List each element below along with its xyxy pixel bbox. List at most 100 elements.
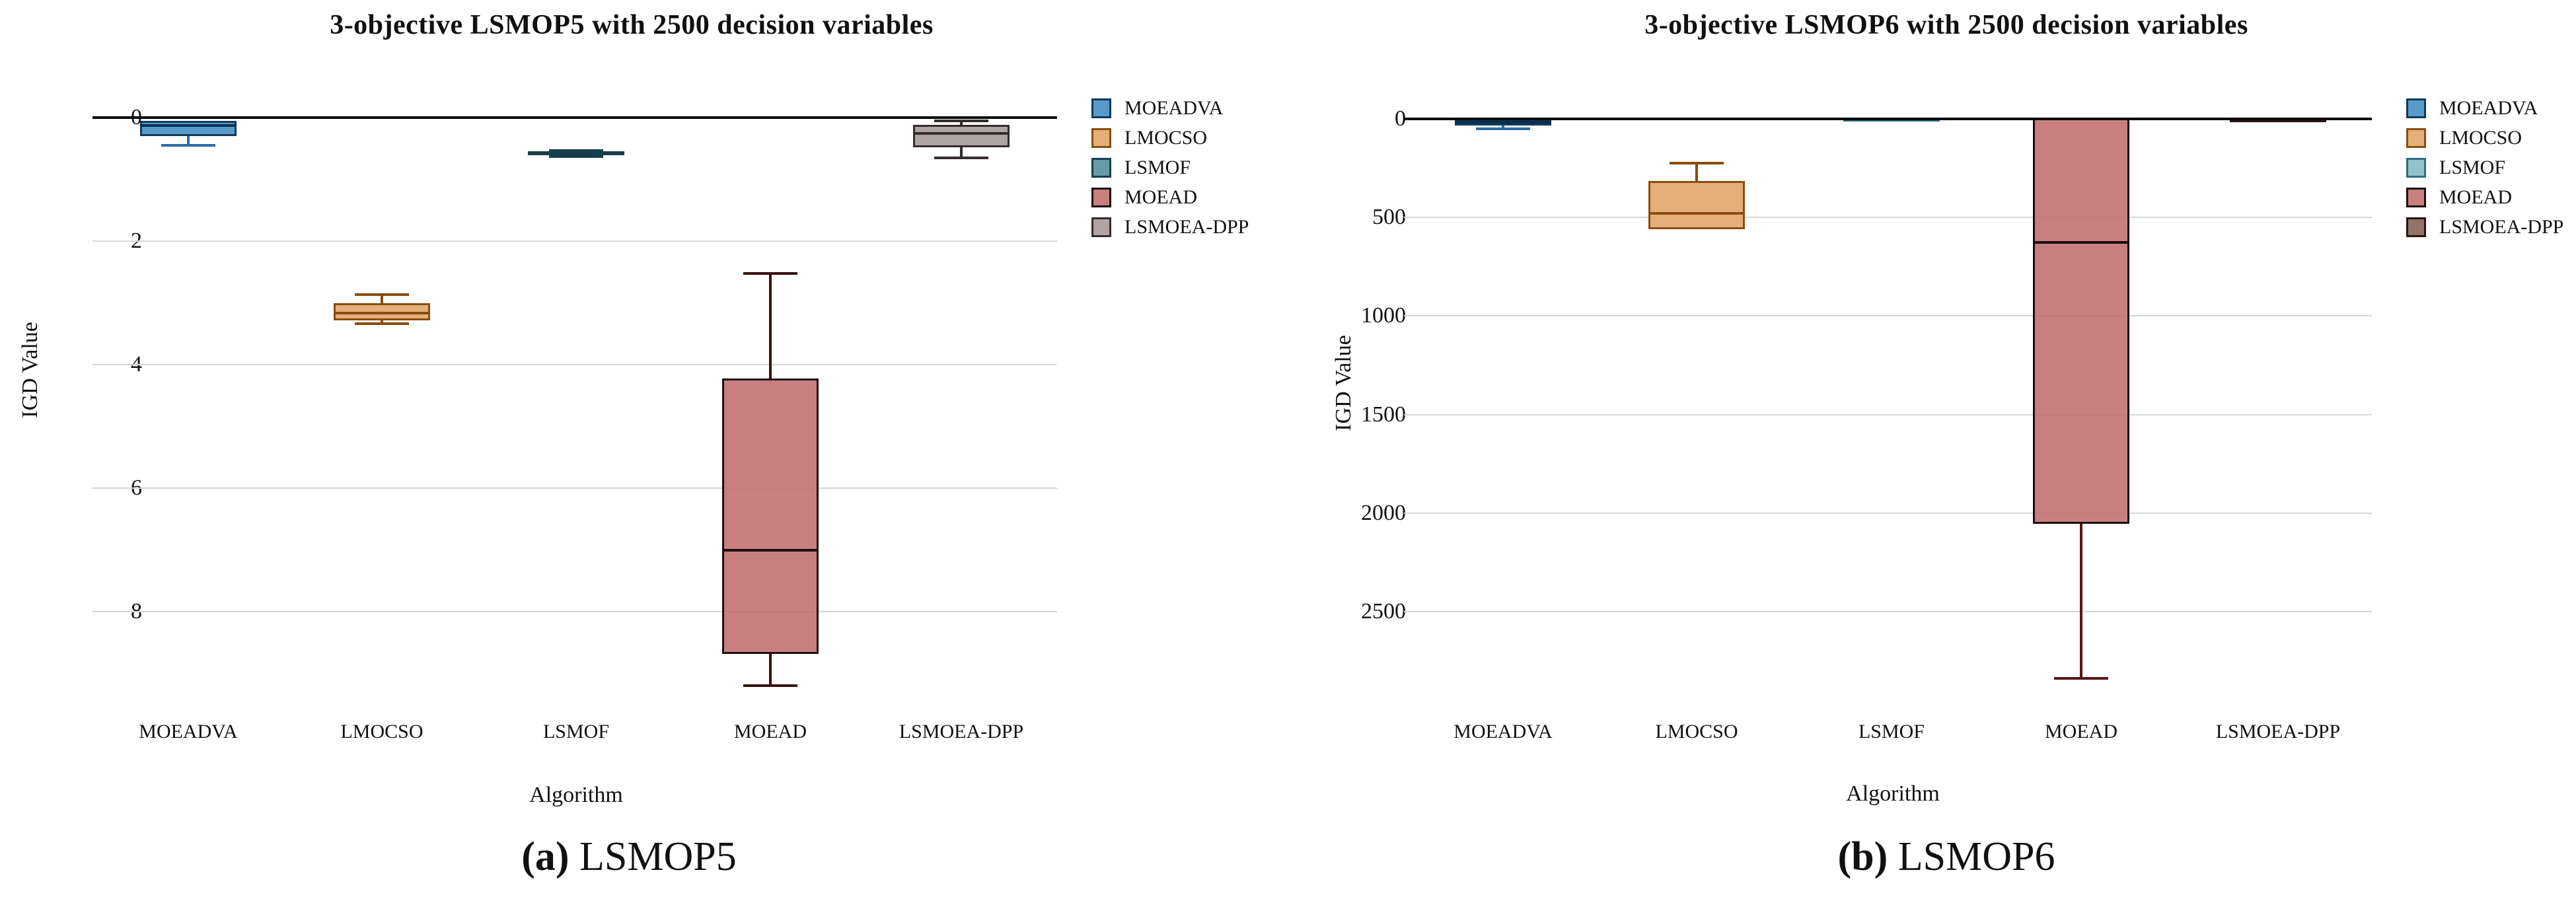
whisker-cap [743,684,797,688]
whisker-cap [1476,127,1530,130]
whisker-cap [934,119,988,122]
panel-lsmop6: 3-objective LSMOP6 with 2500 decision va… [1288,0,2576,899]
box [913,125,1010,147]
median-line [1455,121,1551,124]
plot-area: 02468MOEADVALMOCSOLSMOFMOEADLSMOEA-DPP [92,106,1057,742]
median-line [1648,212,1745,215]
whisker-stem [769,273,772,378]
whisker-cap [549,155,603,158]
panel-caption: (a) LSMOP5 [521,834,737,881]
y-tick-label: 1500 [1361,402,1406,427]
legend-swatch [1091,98,1111,118]
chart-title: 3-objective LSMOP6 with 2500 decision va… [1644,10,2248,40]
x-category-label: LSMOEA-DPP [2215,721,2341,742]
median-line [722,548,819,552]
caption-index: (a) [521,834,570,879]
x-category-label: LSMOF [1858,721,1925,742]
x-category-label: MOEAD [2045,721,2117,742]
legend-label: MOEAD [1124,186,1197,208]
box [722,378,819,654]
gridline [92,487,1057,489]
panel-lsmop5: 3-objective LSMOP5 with 2500 decision va… [18,10,1276,881]
legend-label: LSMOEA-DPP [1124,216,1249,238]
chart-title: 3-objective LSMOP5 with 2500 decision va… [330,10,934,40]
caption-index: (b) [1837,834,1888,879]
legend-label: LSMOF [1124,157,1191,178]
box [334,303,430,320]
gridline [92,240,1057,242]
legend-label: LMOCSO [2439,127,2522,149]
whisker-cap [355,322,409,326]
gridline [1404,315,2372,317]
gridline [1404,611,2372,612]
legend-swatch [1091,158,1111,178]
y-tick-label: 500 [1372,205,1406,230]
legend-label: LSMOF [2439,157,2506,178]
x-axis-label: Algorithm [1846,781,1940,806]
legend-label: LSMOEA-DPP [2439,216,2564,238]
legend-swatch [2406,128,2426,148]
legend-item: LSMOF [1091,153,1276,183]
legend-swatch [1091,188,1111,207]
legend-item: MOEAD [1091,183,1276,213]
whisker-stem [960,120,963,126]
plot-area: 0 500 1000 1500 2000 2500 MOEADVA LMOCSO LSMOF MO… [1288,0,2576,899]
legend-item: LMOCSO [1091,124,1276,153]
legend-item: LSMOEA-DPP [1091,213,1276,242]
median-line [913,132,1010,135]
legend-item: MOEAD [2406,183,2576,213]
legend-swatch [1091,128,1111,148]
legend-item: LSMOEA-DPP [2406,213,2576,242]
x-category-label: LSMOEA-DPP [899,721,1024,742]
y-tick-label: 2500 [1361,599,1406,624]
x-category-label: MOEAD [734,721,807,742]
legend-label: MOEAD [2439,186,2512,208]
legend-swatch [2406,98,2426,118]
legend-label: MOEADVA [2439,97,2538,119]
y-tick-label: 2000 [1361,500,1406,525]
median-line [334,312,430,315]
whisker-stem [769,653,772,686]
legend-item: MOEADVA [1091,94,1276,124]
whisker-stem [187,136,190,146]
box [1648,180,1745,230]
gridline [1404,414,2372,415]
whisker-stem [2080,524,2082,679]
legend-item: LMOCSO [2406,124,2576,153]
x-category-label: LSMOF [542,721,610,742]
whisker-cap [549,149,603,152]
box [140,120,237,137]
x-category-label: LMOCSO [340,721,423,742]
gridline [92,364,1057,365]
caption-problem-name: LSMOP5 [579,834,737,879]
legend-item: LSMOF [2406,153,2576,183]
gridline [1404,217,2372,219]
y-tick-label: 0 [1395,106,1406,131]
legend-item: MOEADVA [2406,94,2576,124]
whisker-cap [355,293,409,297]
median-line [2033,240,2129,244]
caption-problem-name: LSMOP6 [1897,834,2055,879]
whisker-cap [743,271,797,275]
whisker-stem [960,147,963,158]
x-axis-zero-line [1404,118,2372,120]
gridline [1404,512,2372,514]
legend-swatch [2406,188,2426,207]
whisker-cap [934,156,988,159]
x-category-label: LMOCSO [1655,721,1738,742]
whisker-cap [1670,162,1724,165]
legend-swatch [2406,217,2426,237]
gridline [92,611,1057,612]
x-category-label: MOEADVA [139,721,238,742]
box [2033,118,2129,524]
y-tick-label: 1000 [1361,303,1406,328]
x-axis-label: Algorithm [529,783,623,807]
x-category-label: MOEADVA [1454,721,1553,742]
whisker-cap [2054,677,2108,680]
whisker-cap [161,144,215,147]
median-line [140,124,237,127]
whisker-stem [1502,126,1504,129]
legend-swatch [2406,158,2426,178]
whisker-stem [381,295,383,304]
